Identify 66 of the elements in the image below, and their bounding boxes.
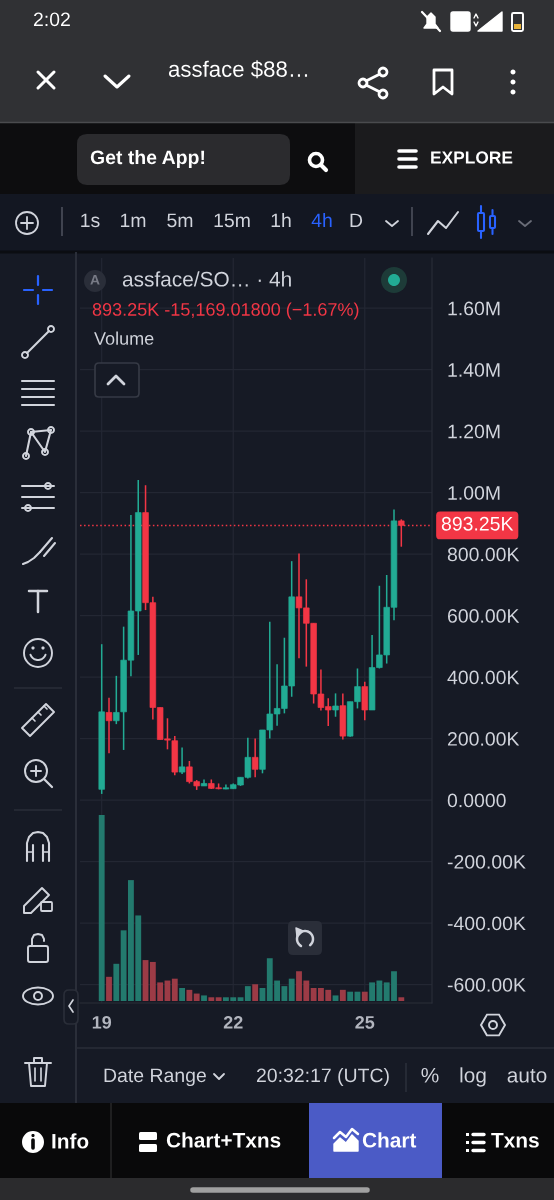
text: auto <box>507 1068 547 1083</box>
x-tick-label: 22 <box>223 1015 243 1029</box>
x-tick-label: 19 <box>92 1015 112 1029</box>
bar <box>361 991 368 1001</box>
y-tick-label: -400.00K <box>447 916 526 931</box>
bar <box>339 989 346 1001</box>
text: Date Range <box>104 1068 206 1087</box>
text: 4h <box>311 212 332 228</box>
bar <box>171 978 178 1001</box>
text: Chart+Txns <box>166 1132 281 1148</box>
text: Txns <box>491 1133 539 1148</box>
bar <box>288 978 295 1001</box>
bar <box>193 993 200 1001</box>
y-tick-label: -200.00K <box>447 855 526 869</box>
y-tick-label: 200.00K <box>447 732 520 746</box>
x-tick-label: 25 <box>355 1015 375 1029</box>
bar <box>398 997 405 1001</box>
y-tick-label: -600.00K <box>447 978 526 992</box>
text: assface/SO… · 4h <box>122 271 291 287</box>
text: Get the App! <box>90 149 205 169</box>
text: log <box>460 1067 486 1087</box>
annotation: A <box>90 275 100 285</box>
y-tick-label: 800.00K <box>447 547 520 562</box>
bar <box>237 997 244 1001</box>
bar <box>347 991 354 1001</box>
bar <box>252 984 259 1001</box>
bar <box>98 815 105 1001</box>
bar <box>332 995 339 1001</box>
bar <box>186 989 193 1001</box>
y-tick-label: 0.0000 <box>447 793 506 808</box>
text: 20:32:17 (UTC) <box>256 1067 389 1087</box>
text: 5m <box>167 213 193 228</box>
bar <box>113 963 120 1001</box>
candlestick <box>105 696 113 755</box>
text: 2:02 <box>33 12 70 27</box>
bar <box>215 997 222 1001</box>
candlestick <box>251 737 259 779</box>
y-tick-label: 1.40M <box>448 363 500 377</box>
candlestick <box>178 746 186 775</box>
candlestick <box>361 680 368 721</box>
bar <box>201 995 207 1001</box>
text: 15m <box>214 213 250 228</box>
bar <box>106 976 112 1001</box>
text: D <box>350 213 363 228</box>
text: EXPLORE <box>431 151 513 164</box>
candlestick <box>332 692 339 718</box>
bar <box>179 987 186 1001</box>
y-tick-label: 600.00K <box>447 609 520 623</box>
text: % <box>421 1067 439 1083</box>
candlestick <box>398 518 405 548</box>
text: 1h <box>271 212 291 228</box>
text: Chart <box>362 1132 417 1148</box>
candlestick <box>113 675 120 725</box>
annotation: 893.25K -15,169.01800 (−1.67%) <box>92 302 359 320</box>
y-tick-label: 1.20M <box>448 424 500 439</box>
y-tick-label: 1.60M <box>448 301 500 316</box>
y-tick-label: 1.00M <box>448 486 500 500</box>
text: assface $88… <box>168 60 308 79</box>
text: Info <box>52 1133 89 1149</box>
y-tick-label: 400.00K <box>447 670 520 685</box>
text: 1s <box>81 213 100 228</box>
chart-title: Volume <box>94 331 154 345</box>
bar <box>244 986 251 1001</box>
bar <box>208 997 215 1001</box>
ref-line-label: 893.25K <box>441 516 514 531</box>
text: 1m <box>120 213 146 228</box>
